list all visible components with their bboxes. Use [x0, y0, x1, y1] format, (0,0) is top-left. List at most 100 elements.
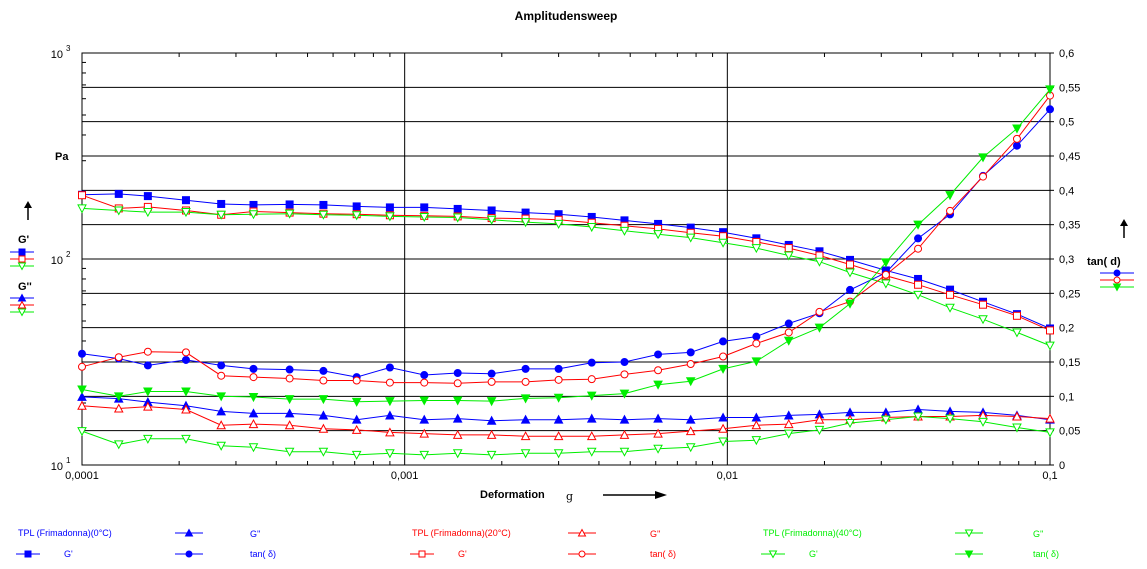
legend-sample: [175, 528, 203, 537]
data-point: [185, 550, 193, 558]
data-point: [249, 200, 258, 209]
data-point: [554, 364, 563, 373]
series-line: [81, 396, 1051, 422]
data-point: [18, 248, 26, 256]
data-point: [1012, 124, 1022, 134]
data-point: [486, 450, 497, 460]
data-point: [586, 447, 597, 457]
data-point: [520, 218, 531, 228]
data-point: [653, 444, 663, 454]
data-point: [845, 418, 855, 429]
y-right-tick-label: 0,4: [1059, 185, 1074, 197]
data-point: [586, 413, 597, 423]
data-point: [385, 363, 394, 372]
legend-tan-label: tan( δ): [250, 549, 276, 559]
data-point: [979, 300, 988, 309]
data-point: [586, 391, 597, 401]
legend-group-label: TPL (Frimadonna)(20°C): [412, 528, 511, 538]
left-legend-g1-markers: [10, 248, 34, 271]
data-point: [143, 401, 153, 411]
data-point: [845, 268, 855, 278]
data-point: [181, 355, 190, 364]
data-point: [284, 395, 295, 405]
data-point: [783, 410, 794, 420]
data-point: [751, 436, 762, 446]
data-point: [1012, 328, 1022, 338]
data-point: [619, 447, 630, 457]
data-point: [1012, 411, 1022, 421]
legend-sample: [10, 262, 34, 271]
data-point: [181, 208, 191, 218]
data-point: [553, 219, 564, 229]
arrow-up-icon: [24, 201, 32, 220]
data-point: [77, 385, 87, 395]
data-point: [351, 414, 362, 424]
y-right-tick-label: 0,05: [1059, 426, 1080, 438]
data-point: [1045, 85, 1055, 95]
data-point: [284, 420, 295, 430]
series-line: [81, 89, 1051, 403]
data-point: [719, 232, 728, 241]
data-point: [143, 434, 153, 444]
data-point: [284, 209, 295, 219]
data-point: [577, 528, 587, 537]
data-point: [452, 449, 463, 459]
data-point: [913, 290, 923, 300]
y-right-tick-label: 0,15: [1059, 357, 1080, 369]
data-point: [553, 393, 564, 403]
data-point: [452, 396, 463, 406]
data-point: [945, 303, 955, 313]
data-point: [453, 368, 462, 377]
y-right-tick-label: 0,3: [1059, 254, 1074, 266]
data-point: [685, 233, 696, 243]
data-point: [654, 350, 663, 359]
data-point: [946, 290, 955, 299]
data-point: [78, 191, 86, 200]
data-point: [284, 447, 295, 457]
data-point: [784, 328, 793, 337]
data-point: [452, 213, 463, 223]
data-point: [17, 308, 27, 317]
y-left-tick-exponent: 3: [66, 44, 71, 53]
data-point: [783, 419, 794, 429]
data-point: [751, 420, 762, 430]
legend-tan-label: tan( δ): [1033, 549, 1059, 559]
data-point: [685, 443, 696, 453]
data-point: [587, 375, 596, 384]
y-right-tick-label: 0,6: [1059, 48, 1074, 60]
data-point: [486, 429, 497, 439]
data-point: [419, 396, 430, 406]
data-point: [486, 215, 497, 225]
data-point: [248, 210, 259, 220]
data-point: [814, 323, 825, 333]
legend-sample: [175, 550, 203, 558]
series-line: [81, 95, 1051, 384]
data-point: [553, 414, 564, 424]
data-point: [881, 279, 891, 289]
data-point: [620, 370, 629, 379]
data-point: [1045, 428, 1055, 438]
y-right-tick-label: 0,35: [1059, 220, 1080, 232]
data-point: [143, 387, 153, 397]
legend-g1-label: G': [64, 549, 73, 559]
y-right-axis-ticks: 0 0,05 0,1 0,15 0,2 0,25 0,3 0,35 0,4 0,45 0,5 0,55…: [1050, 48, 1080, 472]
series-6: [78, 105, 1054, 382]
data-point: [352, 376, 361, 385]
data-point: [619, 414, 630, 424]
data-point: [249, 364, 258, 373]
x-axis-title: Deformation: [480, 489, 545, 501]
data-point: [752, 332, 761, 341]
data-point: [751, 244, 762, 254]
series-2: [77, 204, 1055, 351]
data-point: [1045, 341, 1055, 351]
data-point: [420, 203, 429, 212]
data-point: [653, 230, 663, 240]
data-point: [248, 408, 259, 418]
data-point: [319, 366, 328, 375]
y-left-tick-base: 10: [51, 461, 63, 473]
data-point: [113, 440, 124, 450]
data-point: [181, 434, 191, 444]
data-point: [486, 415, 497, 425]
data-point: [181, 404, 191, 414]
